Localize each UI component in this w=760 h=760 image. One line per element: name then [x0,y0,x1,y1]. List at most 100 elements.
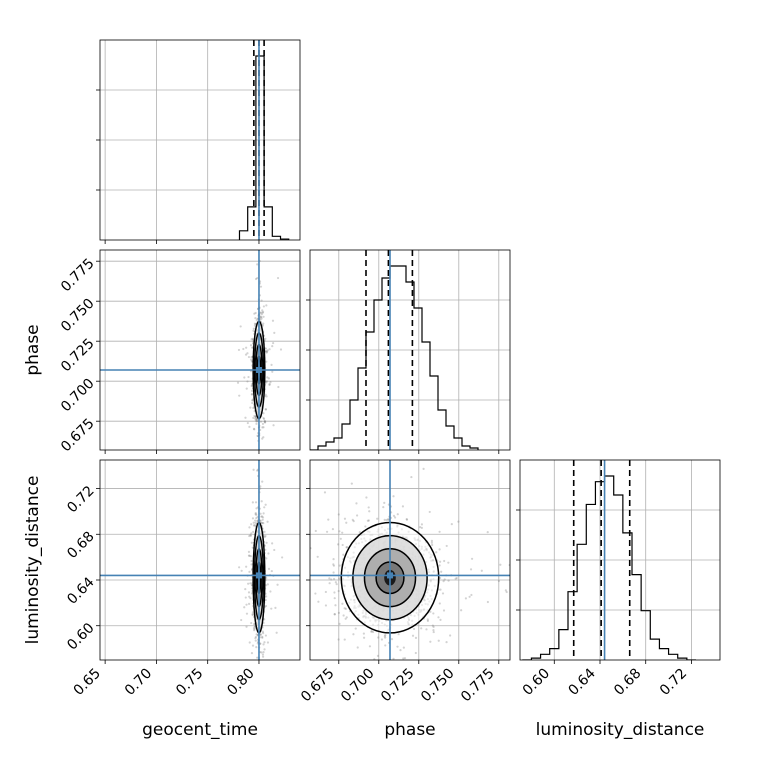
sample-point [271,542,274,545]
sample-point [250,621,253,625]
sample-point [439,560,442,563]
sample-point [259,512,262,515]
y-axis-label-luminosity_distance: luminosity_distance [23,476,43,645]
sample-point [449,634,452,637]
sample-point [273,331,276,335]
sample-point [266,520,269,523]
sample-point [254,635,258,639]
sample-point [255,417,258,420]
sample-point [254,501,258,504]
scatter-panel-phase-luminosity_distance: 0.675 0.700 0.725 0.750 0.775 [179,459,511,706]
sample-point [271,345,274,348]
sample-point [341,531,344,534]
sample-point [266,641,270,644]
sample-point [431,624,434,627]
sample-point [255,422,258,425]
sample-point [367,519,370,522]
sample-point [420,523,424,526]
sample-point [402,657,405,660]
sample-point [470,557,474,560]
sample-point [252,521,255,524]
y-tick-label: 0.775 [58,256,98,296]
sample-point [368,645,372,648]
sample-point [258,671,260,673]
sample-point [250,389,254,392]
sample-point [383,518,386,521]
sample-point [426,619,429,623]
sample-point [442,580,445,583]
sample-point [455,576,458,580]
sample-point [439,618,442,621]
sample-point [254,521,257,524]
sample-point [260,316,263,319]
sample-point [333,597,336,600]
sample-point [438,530,441,533]
sample-point [251,346,254,349]
sample-point [250,652,254,655]
sample-point [338,577,341,580]
hist-panel-luminosity_distance: 0.60 0.64 0.68 0.72 [516,459,721,699]
sample-point [254,418,257,422]
sample-point [236,381,240,384]
sample-point [441,592,445,595]
sample-point [274,606,277,609]
sample-point [268,598,270,600]
sample-point [445,544,448,548]
sample-point [262,436,265,439]
sample-point [251,517,255,520]
sample-point [422,467,425,470]
sample-point [250,532,253,535]
x-tick-label: 0.675 [298,666,338,706]
sample-point [337,543,340,546]
sample-point [418,526,422,529]
sample-point [253,629,256,632]
sample-point [260,317,263,320]
sample-point [332,577,336,581]
sample-point [396,513,399,516]
sample-point [264,347,268,350]
sample-point [253,622,256,626]
sample-point [334,581,337,584]
sample-point [238,394,241,397]
sample-point [251,611,255,614]
sample-point [281,556,284,559]
sample-point [263,677,265,679]
sample-point [262,522,265,525]
sample-point [264,634,268,637]
sample-point [265,351,268,354]
sample-point [267,675,269,677]
sample-point [263,419,266,423]
sample-point [271,370,274,373]
sample-point [261,324,265,327]
sample-point [262,417,266,420]
sample-point [262,412,265,415]
sample-point [261,516,265,519]
sample-point [261,636,264,639]
sample-point [334,604,337,607]
sample-point [262,426,265,429]
y-tick-label: 0.72 [64,483,97,516]
sample-point [365,496,368,499]
sample-point [323,491,327,494]
x-axis-label-phase: phase [384,720,435,740]
sample-point [333,591,336,594]
sample-point [350,482,353,485]
sample-point [426,618,429,621]
sample-point [262,512,265,515]
sample-point [392,514,396,517]
sample-point [438,564,441,567]
sample-point [324,604,328,607]
sample-point [179,525,181,527]
sample-point [371,630,375,634]
sample-point [264,408,267,411]
sample-point [260,675,262,677]
sample-point [244,596,247,599]
sample-point [262,632,265,635]
sample-point [261,653,264,656]
sample-point [433,661,435,663]
sample-point [292,557,294,559]
sample-point [355,502,358,505]
histogram-step [310,265,479,450]
sample-point [252,329,255,332]
